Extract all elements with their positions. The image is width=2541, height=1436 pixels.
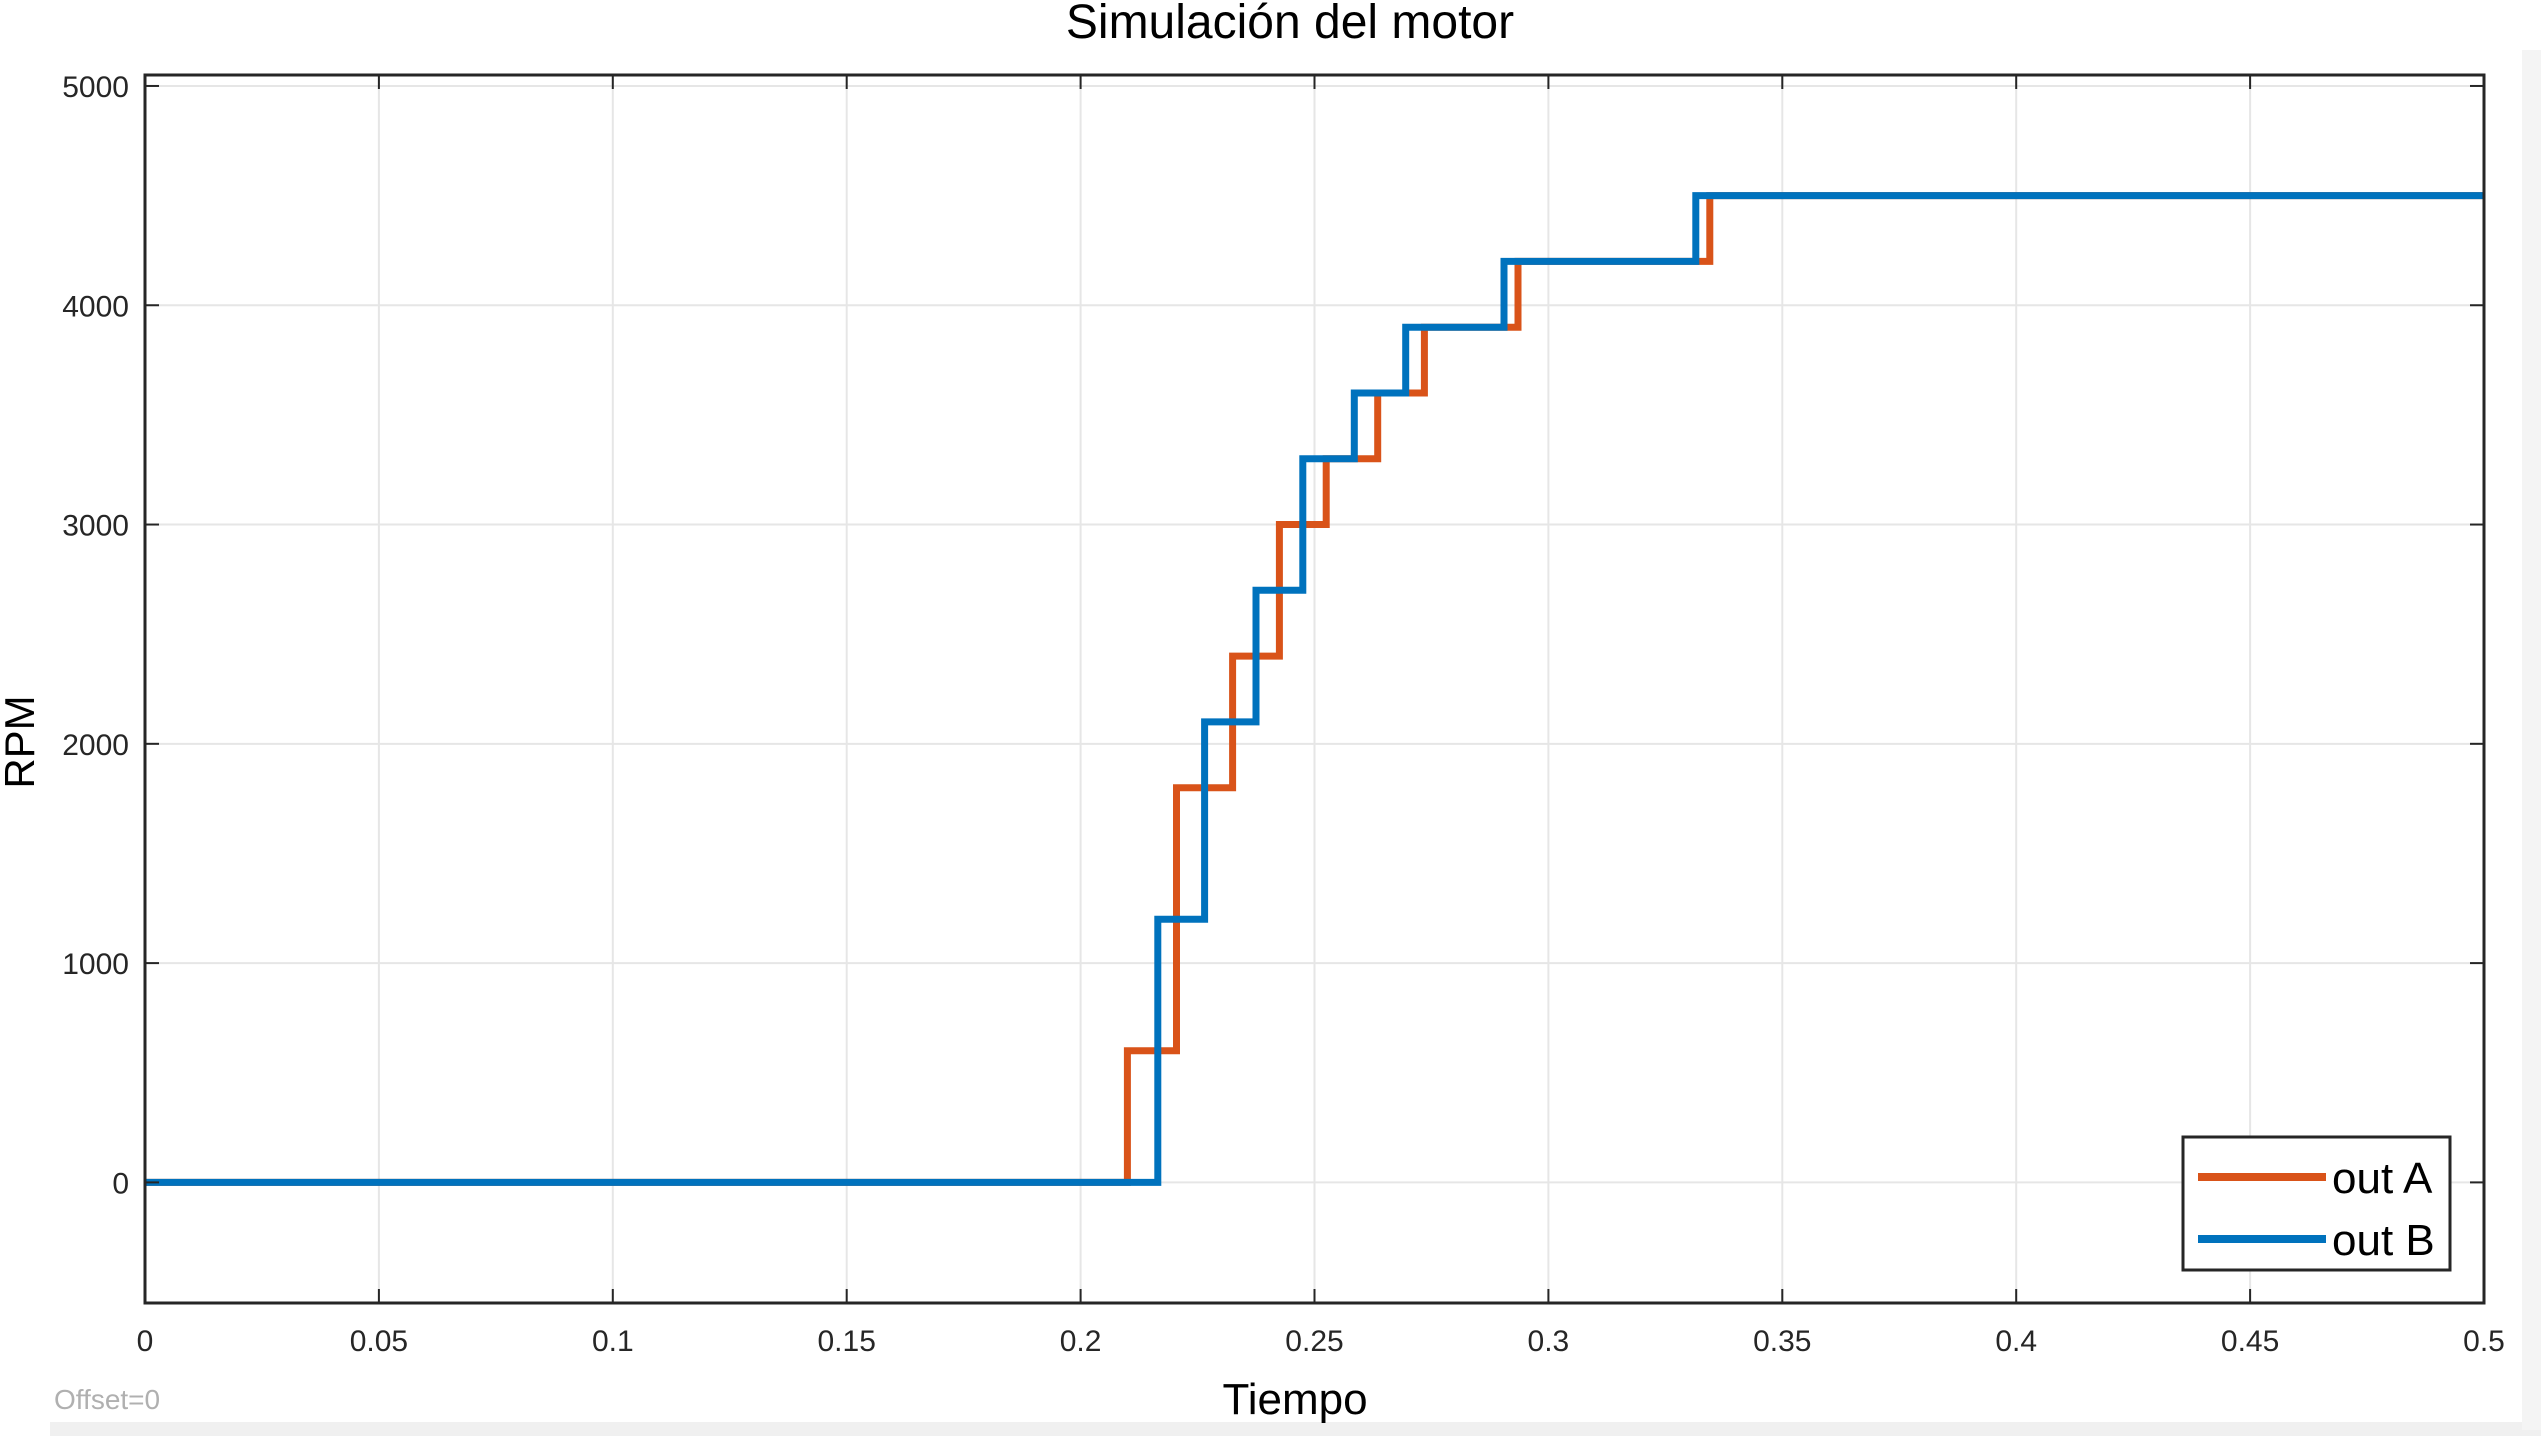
x-tick-label: 0.5 — [2463, 1325, 2505, 1358]
series-lines — [145, 192, 2484, 1186]
x-tick-label: 0.2 — [1060, 1325, 1102, 1358]
offset-footer: Offset=0 — [54, 1384, 160, 1415]
grid-lines — [144, 75, 2485, 1303]
y-tick-label: 3000 — [62, 510, 129, 543]
x-axis-label: Tiempo — [1222, 1375, 1367, 1424]
bottom-strip — [50, 1422, 2541, 1436]
x-tick-label: 0.05 — [350, 1325, 408, 1358]
x-tick-label: 0.1 — [592, 1325, 634, 1358]
x-tick-label: 0.4 — [1995, 1325, 2037, 1358]
y-tick-labels: 0 1000 2000 3000 4000 5000 — [62, 71, 129, 1200]
x-tick-label: 0.25 — [1285, 1325, 1343, 1358]
x-tick-label: 0.35 — [1753, 1325, 1811, 1358]
right-edge-tab — [2522, 50, 2541, 1430]
y-tick-label: 2000 — [62, 729, 129, 762]
x-tick-label: 0.45 — [2221, 1325, 2279, 1358]
y-axis-label: RPM — [0, 695, 43, 788]
x-tick-label: 0 — [137, 1325, 154, 1358]
series-line-out-a — [145, 192, 2484, 1186]
y-tick-label: 5000 — [62, 71, 129, 104]
x-tick-label: 0.3 — [1528, 1325, 1570, 1358]
plot-area: 0 0.05 0.1 0.15 0.2 0.25 0.3 0.35 0.4 0.45 0.5 0 10… — [62, 71, 2505, 1358]
series-line-out-b — [145, 192, 2484, 1186]
x-tick-labels: 0 0.05 0.1 0.15 0.2 0.25 0.3 0.35 0.4 0.45 0.5 — [137, 1325, 2505, 1358]
chart-title: Simulación del motor — [1066, 0, 1514, 49]
legend[interactable]: out A out B — [2181, 1135, 2452, 1272]
legend-box — [2181, 1135, 2452, 1272]
y-tick-label: 1000 — [62, 948, 129, 981]
legend-label-out-b: out B — [2332, 1216, 2435, 1265]
legend-label-out-a: out A — [2332, 1154, 2433, 1203]
tick-marks — [144, 75, 2485, 1303]
x-tick-label: 0.15 — [818, 1325, 876, 1358]
y-tick-label: 0 — [112, 1167, 129, 1200]
y-tick-label: 4000 — [62, 290, 129, 323]
